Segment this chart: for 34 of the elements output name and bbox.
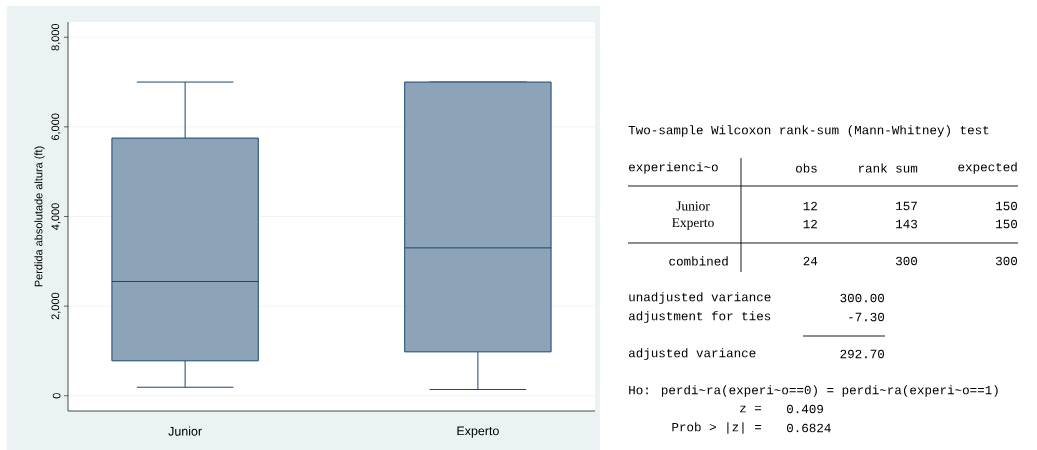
text: 143 bbox=[896, 219, 918, 229]
text: unadjusted variance bbox=[629, 292, 771, 304]
text: 24 bbox=[803, 256, 818, 266]
text: 300 bbox=[896, 256, 918, 266]
text: experienci~o bbox=[629, 162, 718, 174]
y-tick-label: 8,000 bbox=[51, 23, 61, 51]
text: 300.00 bbox=[840, 293, 885, 303]
y-axis-title: Perdida absolutade altura (ft) bbox=[34, 146, 45, 287]
text: expected bbox=[958, 162, 1017, 174]
text: combined bbox=[669, 256, 728, 266]
y-tick-label: 4,000 bbox=[51, 203, 61, 230]
text: 150 bbox=[996, 201, 1018, 211]
text: adjusted variance bbox=[628, 348, 756, 360]
text: 300 bbox=[996, 256, 1018, 266]
text: 12 bbox=[803, 219, 817, 229]
text: 12 bbox=[803, 201, 817, 211]
text: 292.70 bbox=[840, 349, 885, 359]
y-tick-label: 2,000 bbox=[51, 292, 61, 320]
text: Prob > |z| = bbox=[672, 422, 762, 434]
y-tick-label: 0 bbox=[52, 393, 61, 399]
text: 150 bbox=[996, 219, 1018, 229]
text: Experto bbox=[672, 218, 714, 230]
text: 157 bbox=[896, 201, 917, 211]
text: Two-sample Wilcoxon rank-sum (Mann-Whitney) test bbox=[628, 125, 989, 137]
text: Ho: perdi~ra(experi~o==0) = perdi~ra(experi~o==1) bbox=[629, 385, 998, 397]
text: adjustment for ties bbox=[628, 311, 771, 323]
text: z = bbox=[740, 405, 762, 413]
y-tick-label: 6,000 bbox=[51, 113, 61, 141]
text: -7.30 bbox=[849, 312, 885, 322]
text: obs bbox=[796, 163, 817, 173]
text: rank sum bbox=[859, 163, 918, 173]
text: 0.409 bbox=[786, 404, 823, 414]
text: Junior bbox=[676, 201, 710, 211]
text: 0.6824 bbox=[786, 423, 831, 433]
